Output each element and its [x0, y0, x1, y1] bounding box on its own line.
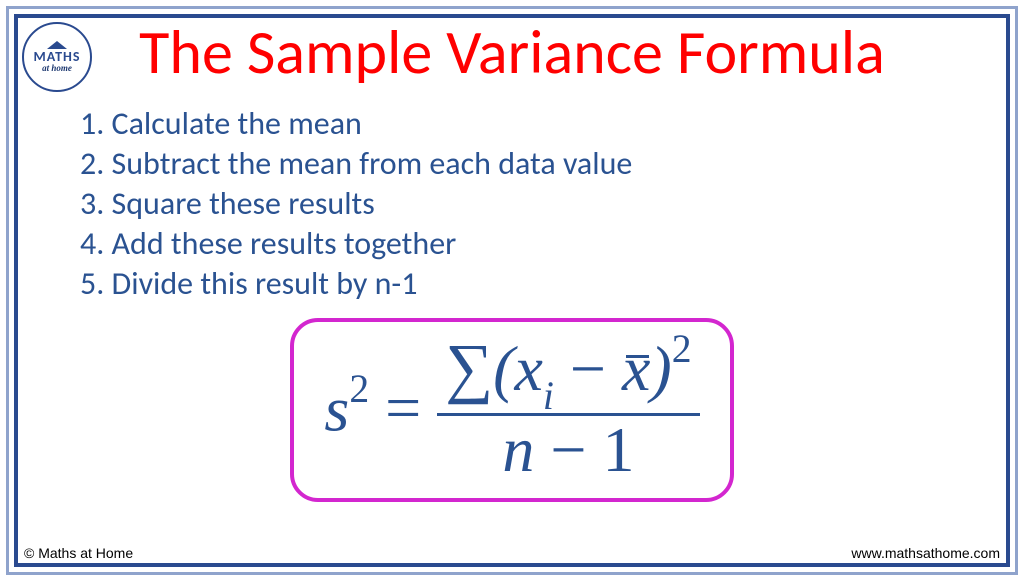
numerator: ∑(xi − x)2: [437, 332, 699, 413]
copyright-text: © Maths at Home: [24, 545, 133, 561]
formula-box: s2 = ∑(xi − x)2 n − 1: [290, 318, 733, 502]
step-item: 3. Square these results: [80, 184, 978, 224]
step-item: 2. Subtract the mean from each data valu…: [80, 144, 978, 184]
square-exponent: 2: [672, 327, 692, 371]
step-item: 4. Add these results together: [80, 224, 978, 264]
sigma-symbol: ∑: [445, 330, 493, 405]
x-bar: x: [622, 337, 650, 401]
site-url: www.mathsathome.com: [851, 545, 1000, 561]
n-symbol: n: [502, 414, 534, 485]
variance-formula: s2 = ∑(xi − x)2 n − 1: [324, 332, 699, 484]
minus-num: −: [554, 333, 622, 404]
logo-text-2: at home: [42, 64, 72, 73]
open-paren: (: [493, 333, 514, 404]
minus-den: −: [534, 414, 602, 485]
lhs-exponent: 2: [349, 367, 369, 411]
xi-subscript: i: [543, 374, 554, 418]
lhs: s2: [324, 376, 369, 441]
step-item: 1. Calculate the mean: [80, 104, 978, 144]
page-title: The Sample Variance Formula: [46, 14, 978, 90]
logo-text-1: MATHS: [33, 50, 80, 64]
one: 1: [602, 414, 634, 485]
close-paren: ): [650, 333, 671, 404]
steps-list: 1. Calculate the mean2. Subtract the mea…: [80, 104, 978, 304]
denominator: n − 1: [494, 416, 642, 484]
brand-logo: MATHS at home: [22, 22, 92, 92]
xi-base: x: [514, 333, 542, 404]
step-item: 5. Divide this result by n-1: [80, 264, 978, 304]
formula-container: s2 = ∑(xi − x)2 n − 1: [46, 318, 978, 502]
equals-sign: =: [385, 376, 421, 440]
fraction: ∑(xi − x)2 n − 1: [437, 332, 699, 484]
lhs-base: s: [324, 373, 349, 444]
card-frame: MATHS at home The Sample Variance Formul…: [14, 14, 1010, 567]
